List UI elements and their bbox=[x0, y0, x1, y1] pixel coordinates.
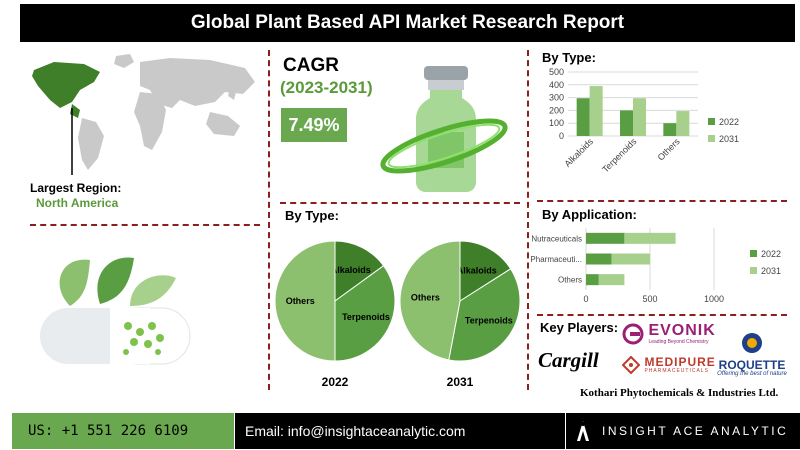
largest-region-value: North America bbox=[36, 196, 119, 210]
y-tick-label: 500 bbox=[549, 67, 564, 77]
vial-icon bbox=[380, 66, 508, 192]
cagr-label: CAGR bbox=[283, 55, 339, 76]
medipure-name: MEDIPURE bbox=[644, 355, 716, 369]
logo-medipure: MEDIPURE PHARMACEUTICALS bbox=[621, 355, 716, 375]
legend-label-2031: 2031 bbox=[719, 134, 739, 144]
legend-swatch-2031 bbox=[750, 267, 757, 274]
x-tick-label: 500 bbox=[642, 294, 657, 304]
legend-label-2022: 2022 bbox=[719, 117, 739, 127]
pie-slice-terpenoids bbox=[334, 265, 396, 362]
evonik-logo-icon bbox=[622, 323, 644, 345]
legend-swatch-2022 bbox=[708, 118, 715, 125]
x-tick-label: Others bbox=[656, 136, 683, 163]
cagr-period: (2023-2031) bbox=[280, 78, 373, 97]
x-tick-label: 1000 bbox=[704, 294, 724, 304]
y-tick-label: Nutraceuticals bbox=[531, 234, 582, 243]
phone-number: US: +1 551 226 6109 bbox=[12, 413, 234, 449]
bar-2-2022 bbox=[586, 274, 599, 286]
pie-slice-others bbox=[274, 240, 336, 362]
divider-right bbox=[527, 50, 529, 390]
evonik-name: EVONIK bbox=[648, 322, 716, 339]
logo-evonik: EVONIK Leading Beyond Chemistry bbox=[622, 323, 716, 345]
y-tick-label: Pharmaceuti... bbox=[530, 255, 582, 264]
pie-label: Others bbox=[411, 293, 440, 303]
pie-label: Alkaloids bbox=[331, 265, 371, 275]
divider-cagr bbox=[280, 202, 520, 204]
brand-logo-icon bbox=[577, 421, 589, 441]
roquette-name: ROQUETTE bbox=[718, 358, 786, 372]
pie-slice-others bbox=[399, 240, 461, 361]
bar-terpenoids-2022 bbox=[620, 110, 633, 136]
logo-roquette: ROQUETTE Offering the best of nature bbox=[712, 332, 792, 377]
bar-1-2031 bbox=[611, 253, 650, 265]
bar-alkaloids-2031 bbox=[589, 86, 603, 136]
divider-application bbox=[537, 314, 787, 316]
cagr-value: 7.49% bbox=[281, 108, 347, 142]
y-tick-label: 100 bbox=[549, 118, 564, 128]
pie-label: Alkaloids bbox=[457, 266, 497, 276]
roquette-tagline: Offering the best of nature bbox=[717, 371, 787, 377]
application-bar-chart: 0 500 1000 Nutraceuticals Pharmaceuti... Othe… bbox=[530, 228, 781, 304]
page-title: Global Plant Based API Market Research R… bbox=[20, 4, 795, 42]
evonik-tagline: Leading Beyond Chemistry bbox=[648, 339, 709, 345]
bar-type-section-title: By Type: bbox=[542, 50, 596, 65]
bar-terpenoids-2031 bbox=[633, 98, 646, 136]
bar-0-2022 bbox=[586, 232, 625, 244]
bar-others-2022 bbox=[663, 123, 677, 136]
divider-region bbox=[30, 224, 260, 226]
x-tick-label: Terpenoids bbox=[600, 136, 639, 175]
type-bar-chart: 0 100 200 300 400 500 Alkaloids Terpenoids Other… bbox=[549, 67, 739, 175]
pie-label: Others bbox=[286, 296, 315, 306]
divider-left bbox=[268, 50, 270, 390]
key-players-title: Key Players: bbox=[540, 320, 619, 335]
legend-label-2031: 2031 bbox=[761, 266, 781, 276]
logo-kothari: Kothari Phytochemicals & Industries Ltd. bbox=[580, 387, 779, 399]
y-tick-label: Others bbox=[558, 276, 582, 285]
divider-type-bar bbox=[537, 200, 787, 202]
bar-2-2031 bbox=[598, 274, 625, 286]
application-section-title: By Application: bbox=[542, 207, 637, 222]
legend-swatch-2022 bbox=[750, 250, 757, 257]
medipure-logo-icon bbox=[621, 355, 641, 375]
y-tick-label: 0 bbox=[559, 131, 564, 141]
world-map-icon bbox=[32, 54, 255, 175]
pie-slice-alkaloids bbox=[334, 240, 385, 302]
medipure-tagline: PHARMACEUTICALS bbox=[644, 368, 709, 374]
legend-swatch-2031 bbox=[708, 135, 715, 142]
roquette-logo-icon bbox=[742, 333, 762, 353]
x-tick-label: 0 bbox=[583, 294, 588, 304]
bar-others-2031 bbox=[676, 111, 690, 136]
x-tick-label: Alkaloids bbox=[563, 136, 596, 169]
pie-label: Terpenoids bbox=[342, 312, 390, 322]
brand-name: INSIGHT ACE ANALYTIC bbox=[566, 413, 800, 449]
pie-slice-alkaloids bbox=[459, 240, 512, 302]
plant-capsule-icon bbox=[40, 257, 191, 365]
y-tick-label: 300 bbox=[549, 93, 564, 103]
largest-region-label: Largest Region: bbox=[30, 181, 122, 195]
pie-year-label: 2031 bbox=[447, 375, 474, 389]
pie-year-label: 2022 bbox=[322, 375, 349, 389]
type-pie-charts: Alkaloids Terpenoids Others 2022 Alkaloids Te… bbox=[274, 240, 521, 389]
y-tick-label: 200 bbox=[549, 105, 564, 115]
pie-label: Terpenoids bbox=[465, 316, 513, 326]
y-tick-label: 400 bbox=[549, 80, 564, 90]
bar-1-2022 bbox=[586, 253, 612, 265]
pies-section-title: By Type: bbox=[285, 208, 339, 223]
email-address[interactable]: Email: info@insightaceanalytic.com bbox=[235, 413, 565, 449]
legend-label-2022: 2022 bbox=[761, 249, 781, 259]
bar-0-2031 bbox=[624, 232, 676, 244]
pie-slice-terpenoids bbox=[448, 268, 521, 362]
logo-cargill: Cargill bbox=[538, 348, 599, 372]
bar-alkaloids-2022 bbox=[576, 98, 590, 136]
